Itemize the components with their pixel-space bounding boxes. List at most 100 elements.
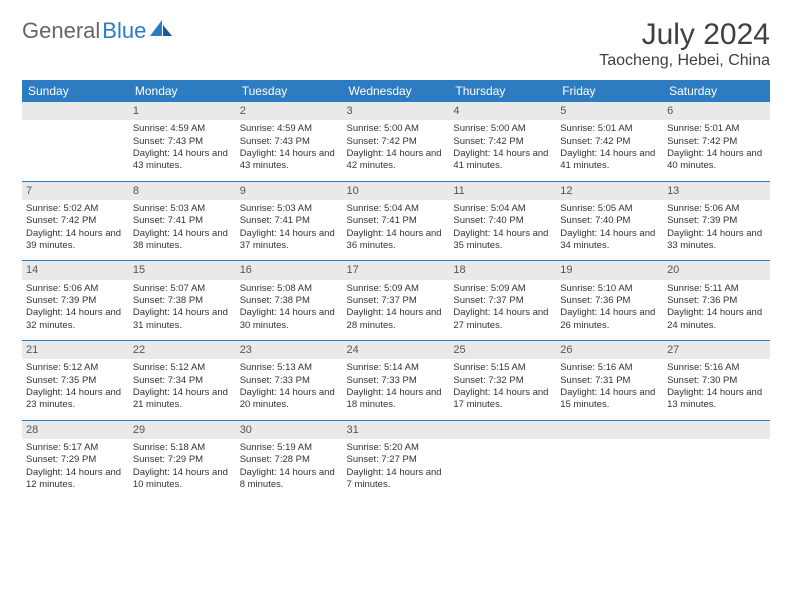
daylight-line: Daylight: 14 hours and 18 minutes. bbox=[347, 387, 446, 412]
sunset-line: Sunset: 7:42 PM bbox=[667, 136, 766, 148]
daylight-line: Daylight: 14 hours and 26 minutes. bbox=[560, 307, 659, 332]
calendar-cell: 14Sunrise: 5:06 AMSunset: 7:39 PMDayligh… bbox=[22, 261, 129, 341]
sunrise-line: Sunrise: 5:02 AM bbox=[26, 203, 125, 215]
sunrise-line: Sunrise: 5:01 AM bbox=[667, 123, 766, 135]
sunrise-line: Sunrise: 4:59 AM bbox=[240, 123, 339, 135]
sunrise-line: Sunrise: 5:04 AM bbox=[453, 203, 552, 215]
day-number: 24 bbox=[343, 341, 450, 359]
daylight-line: Daylight: 14 hours and 41 minutes. bbox=[560, 148, 659, 173]
sunset-line: Sunset: 7:43 PM bbox=[240, 136, 339, 148]
calendar-week: 7Sunrise: 5:02 AMSunset: 7:42 PMDaylight… bbox=[22, 181, 770, 261]
calendar-cell: 11 Sunrise: 5:04 AMSunset: 7:40 PMDayligh… bbox=[449, 181, 556, 261]
sunset-line: Sunset: 7:40 PM bbox=[560, 215, 659, 227]
calendar-cell bbox=[663, 420, 770, 499]
sunset-line: Sunset: 7:33 PM bbox=[240, 375, 339, 387]
daylight-line: Daylight: 14 hours and 43 minutes. bbox=[240, 148, 339, 173]
daylight-line: Daylight: 14 hours and 12 minutes. bbox=[26, 467, 125, 492]
sunset-line: Sunset: 7:41 PM bbox=[133, 215, 232, 227]
calendar-cell: 10Sunrise: 5:04 AMSunset: 7:41 PMDayligh… bbox=[343, 181, 450, 261]
daylight-line: Daylight: 14 hours and 42 minutes. bbox=[347, 148, 446, 173]
daylight-line: Daylight: 14 hours and 27 minutes. bbox=[453, 307, 552, 332]
day-number: 14 bbox=[22, 261, 129, 279]
day-number: 1 bbox=[129, 102, 236, 120]
calendar-cell: 12Sunrise: 5:05 AMSunset: 7:40 PMDayligh… bbox=[556, 181, 663, 261]
sunrise-line: Sunrise: 5:13 AM bbox=[240, 362, 339, 374]
daylight-line: Daylight: 14 hours and 20 minutes. bbox=[240, 387, 339, 412]
day-header: Saturday bbox=[663, 80, 770, 102]
day-number: 6 bbox=[663, 102, 770, 120]
sunset-line: Sunset: 7:27 PM bbox=[347, 454, 446, 466]
sunrise-line: Sunrise: 4:59 AM bbox=[133, 123, 232, 135]
sunset-line: Sunset: 7:37 PM bbox=[453, 295, 552, 307]
daylight-line: Daylight: 14 hours and 30 minutes. bbox=[240, 307, 339, 332]
sunset-line: Sunset: 7:32 PM bbox=[453, 375, 552, 387]
daylight-line: Daylight: 14 hours and 37 minutes. bbox=[240, 228, 339, 253]
day-number: 29 bbox=[129, 421, 236, 439]
calendar-cell: 22Sunrise: 5:12 AMSunset: 7:34 PMDayligh… bbox=[129, 341, 236, 421]
sunset-line: Sunset: 7:40 PM bbox=[453, 215, 552, 227]
calendar-head: SundayMondayTuesdayWednesdayThursdayFrid… bbox=[22, 80, 770, 102]
day-number: 16 bbox=[236, 261, 343, 279]
day-number: 15 bbox=[129, 261, 236, 279]
calendar-cell: 13Sunrise: 5:06 AMSunset: 7:39 PMDayligh… bbox=[663, 181, 770, 261]
sunset-line: Sunset: 7:33 PM bbox=[347, 375, 446, 387]
sunrise-line: Sunrise: 5:12 AM bbox=[133, 362, 232, 374]
sunrise-line: Sunrise: 5:17 AM bbox=[26, 442, 125, 454]
calendar-cell: 2 Sunrise: 4:59 AMSunset: 7:43 PMDaylight… bbox=[236, 102, 343, 181]
calendar-cell: 20Sunrise: 5:11 AMSunset: 7:36 PMDayligh… bbox=[663, 261, 770, 341]
sunset-line: Sunset: 7:29 PM bbox=[133, 454, 232, 466]
calendar-cell: 17Sunrise: 5:09 AMSunset: 7:37 PMDayligh… bbox=[343, 261, 450, 341]
calendar-cell: 7Sunrise: 5:02 AMSunset: 7:42 PMDaylight… bbox=[22, 181, 129, 261]
sunset-line: Sunset: 7:34 PM bbox=[133, 375, 232, 387]
sunrise-line: Sunrise: 5:14 AM bbox=[347, 362, 446, 374]
calendar-cell: 21Sunrise: 5:12 AMSunset: 7:35 PMDayligh… bbox=[22, 341, 129, 421]
day-header: Friday bbox=[556, 80, 663, 102]
sunrise-line: Sunrise: 5:12 AM bbox=[26, 362, 125, 374]
sunset-line: Sunset: 7:31 PM bbox=[560, 375, 659, 387]
daylight-line: Daylight: 14 hours and 32 minutes. bbox=[26, 307, 125, 332]
daylight-line: Daylight: 14 hours and 35 minutes. bbox=[453, 228, 552, 253]
day-number: 11 bbox=[449, 182, 556, 200]
calendar-cell: 9 Sunrise: 5:03 AMSunset: 7:41 PMDaylight… bbox=[236, 181, 343, 261]
day-number: 25 bbox=[449, 341, 556, 359]
calendar-cell: 16Sunrise: 5:08 AMSunset: 7:38 PMDayligh… bbox=[236, 261, 343, 341]
day-number: 8 bbox=[129, 182, 236, 200]
sunrise-line: Sunrise: 5:11 AM bbox=[667, 283, 766, 295]
sunset-line: Sunset: 7:42 PM bbox=[453, 136, 552, 148]
day-number: 20 bbox=[663, 261, 770, 279]
day-number: 28 bbox=[22, 421, 129, 439]
sunrise-line: Sunrise: 5:00 AM bbox=[347, 123, 446, 135]
sunrise-line: Sunrise: 5:10 AM bbox=[560, 283, 659, 295]
day-number: 2 bbox=[236, 102, 343, 120]
daylight-line: Daylight: 14 hours and 33 minutes. bbox=[667, 228, 766, 253]
day-number-empty bbox=[663, 421, 770, 439]
calendar-cell: 3Sunrise: 5:00 AMSunset: 7:42 PMDaylight… bbox=[343, 102, 450, 181]
day-number: 30 bbox=[236, 421, 343, 439]
daylight-line: Daylight: 14 hours and 38 minutes. bbox=[133, 228, 232, 253]
sunset-line: Sunset: 7:36 PM bbox=[560, 295, 659, 307]
sunrise-line: Sunrise: 5:03 AM bbox=[133, 203, 232, 215]
sunrise-line: Sunrise: 5:15 AM bbox=[453, 362, 552, 374]
day-number: 7 bbox=[22, 182, 129, 200]
sunrise-line: Sunrise: 5:01 AM bbox=[560, 123, 659, 135]
day-header: Thursday bbox=[449, 80, 556, 102]
sunrise-line: Sunrise: 5:09 AM bbox=[453, 283, 552, 295]
calendar-week: 28 Sunrise: 5:17 AM Sunset: 7:29 PM Dayligh… bbox=[22, 420, 770, 499]
calendar-cell: 19Sunrise: 5:10 AMSunset: 7:36 PMDayligh… bbox=[556, 261, 663, 341]
sunrise-line: Sunrise: 5:06 AM bbox=[667, 203, 766, 215]
day-number: 27 bbox=[663, 341, 770, 359]
sunset-line: Sunset: 7:43 PM bbox=[133, 136, 232, 148]
daylight-line: Daylight: 14 hours and 13 minutes. bbox=[667, 387, 766, 412]
sunrise-line: Sunrise: 5:06 AM bbox=[26, 283, 125, 295]
sunset-line: Sunset: 7:41 PM bbox=[240, 215, 339, 227]
sunrise-line: Sunrise: 5:03 AM bbox=[240, 203, 339, 215]
day-number: 9 bbox=[236, 182, 343, 200]
day-header: Sunday bbox=[22, 80, 129, 102]
daylight-line: Daylight: 14 hours and 17 minutes. bbox=[453, 387, 552, 412]
daylight-line: Daylight: 14 hours and 41 minutes. bbox=[453, 148, 552, 173]
day-number: 17 bbox=[343, 261, 450, 279]
calendar-cell: 26Sunrise: 5:16 AMSunset: 7:31 PMDayligh… bbox=[556, 341, 663, 421]
day-number: 26 bbox=[556, 341, 663, 359]
calendar-cell: 27Sunrise: 5:16 AMSunset: 7:30 PMDayligh… bbox=[663, 341, 770, 421]
calendar-cell: 8 Sunrise: 5:03 AMSunset: 7:41 PMDaylight… bbox=[129, 181, 236, 261]
